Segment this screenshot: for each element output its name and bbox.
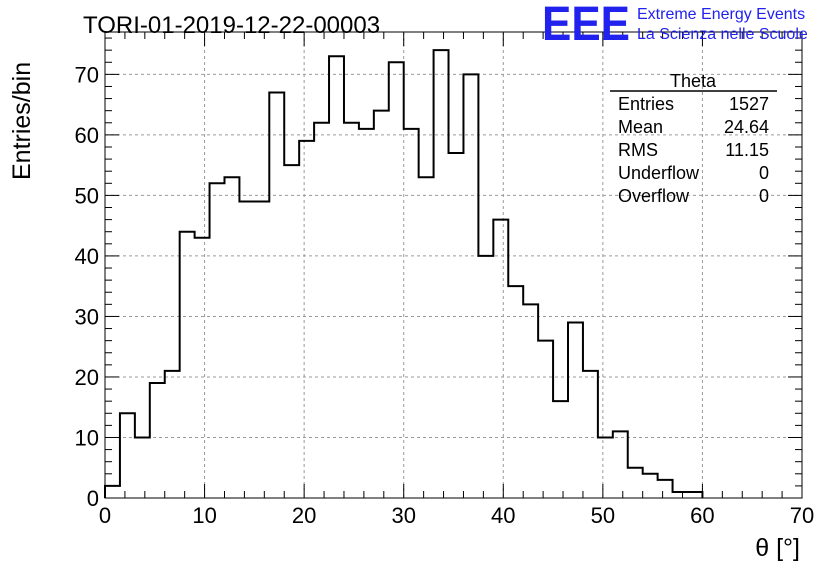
logo-line-2: La Scienza nelle Scuole — [637, 26, 808, 43]
axis-ticks — [104, 32, 803, 499]
stats-name: Theta — [670, 71, 717, 91]
y-tick-label: 0 — [87, 486, 99, 511]
y-tick-label: 50 — [75, 183, 99, 208]
stats-value: 0 — [759, 163, 769, 183]
x-tick-label: 40 — [491, 503, 515, 528]
x-tick-label: 20 — [292, 503, 316, 528]
y-tick-label: 40 — [75, 244, 99, 269]
stats-label: RMS — [618, 140, 658, 160]
logo-mark: EEE — [542, 0, 630, 51]
y-tick-label: 60 — [75, 123, 99, 148]
chart-title: TORI-01-2019-12-22-00003 — [83, 12, 380, 39]
x-tick-label: 0 — [99, 503, 111, 528]
eee-logo: EEE Extreme Energy Events La Scienza nel… — [542, 0, 808, 51]
stats-label: Mean — [618, 117, 663, 137]
y-tick-label: 70 — [75, 62, 99, 87]
y-tick-label: 10 — [75, 425, 99, 450]
x-tick-label: 10 — [192, 503, 216, 528]
x-tick-label: 70 — [790, 503, 814, 528]
x-tick-label: 30 — [391, 503, 415, 528]
x-tick-label: 60 — [690, 503, 714, 528]
y-axis-title: Entries/bin — [8, 62, 36, 180]
stats-label: Entries — [618, 94, 674, 114]
x-axis-title: θ [°] — [755, 534, 800, 562]
y-tick-label: 30 — [75, 304, 99, 329]
plot-frame — [104, 31, 803, 499]
stats-value: 1527 — [729, 94, 769, 114]
y-tick-label: 20 — [75, 365, 99, 390]
stats-label: Underflow — [618, 163, 700, 183]
histogram-outline — [104, 49, 704, 498]
axis-tick-labels: 0 10 20 30 40 50 60 70 0 10 20 30 40 50 60 70 — [75, 62, 815, 528]
stats-value: 0 — [759, 186, 769, 206]
stats-value: 11.15 — [725, 140, 769, 160]
stats-value: 24.64 — [724, 117, 769, 137]
x-tick-label: 50 — [591, 503, 615, 528]
stats-label: Overflow — [618, 186, 690, 206]
logo-line-1: Extreme Energy Events — [637, 6, 805, 23]
stats-box: Theta Entries 1527 Mean 24.64 RMS 11.15 … — [610, 71, 777, 206]
grid-lines — [105, 32, 802, 498]
